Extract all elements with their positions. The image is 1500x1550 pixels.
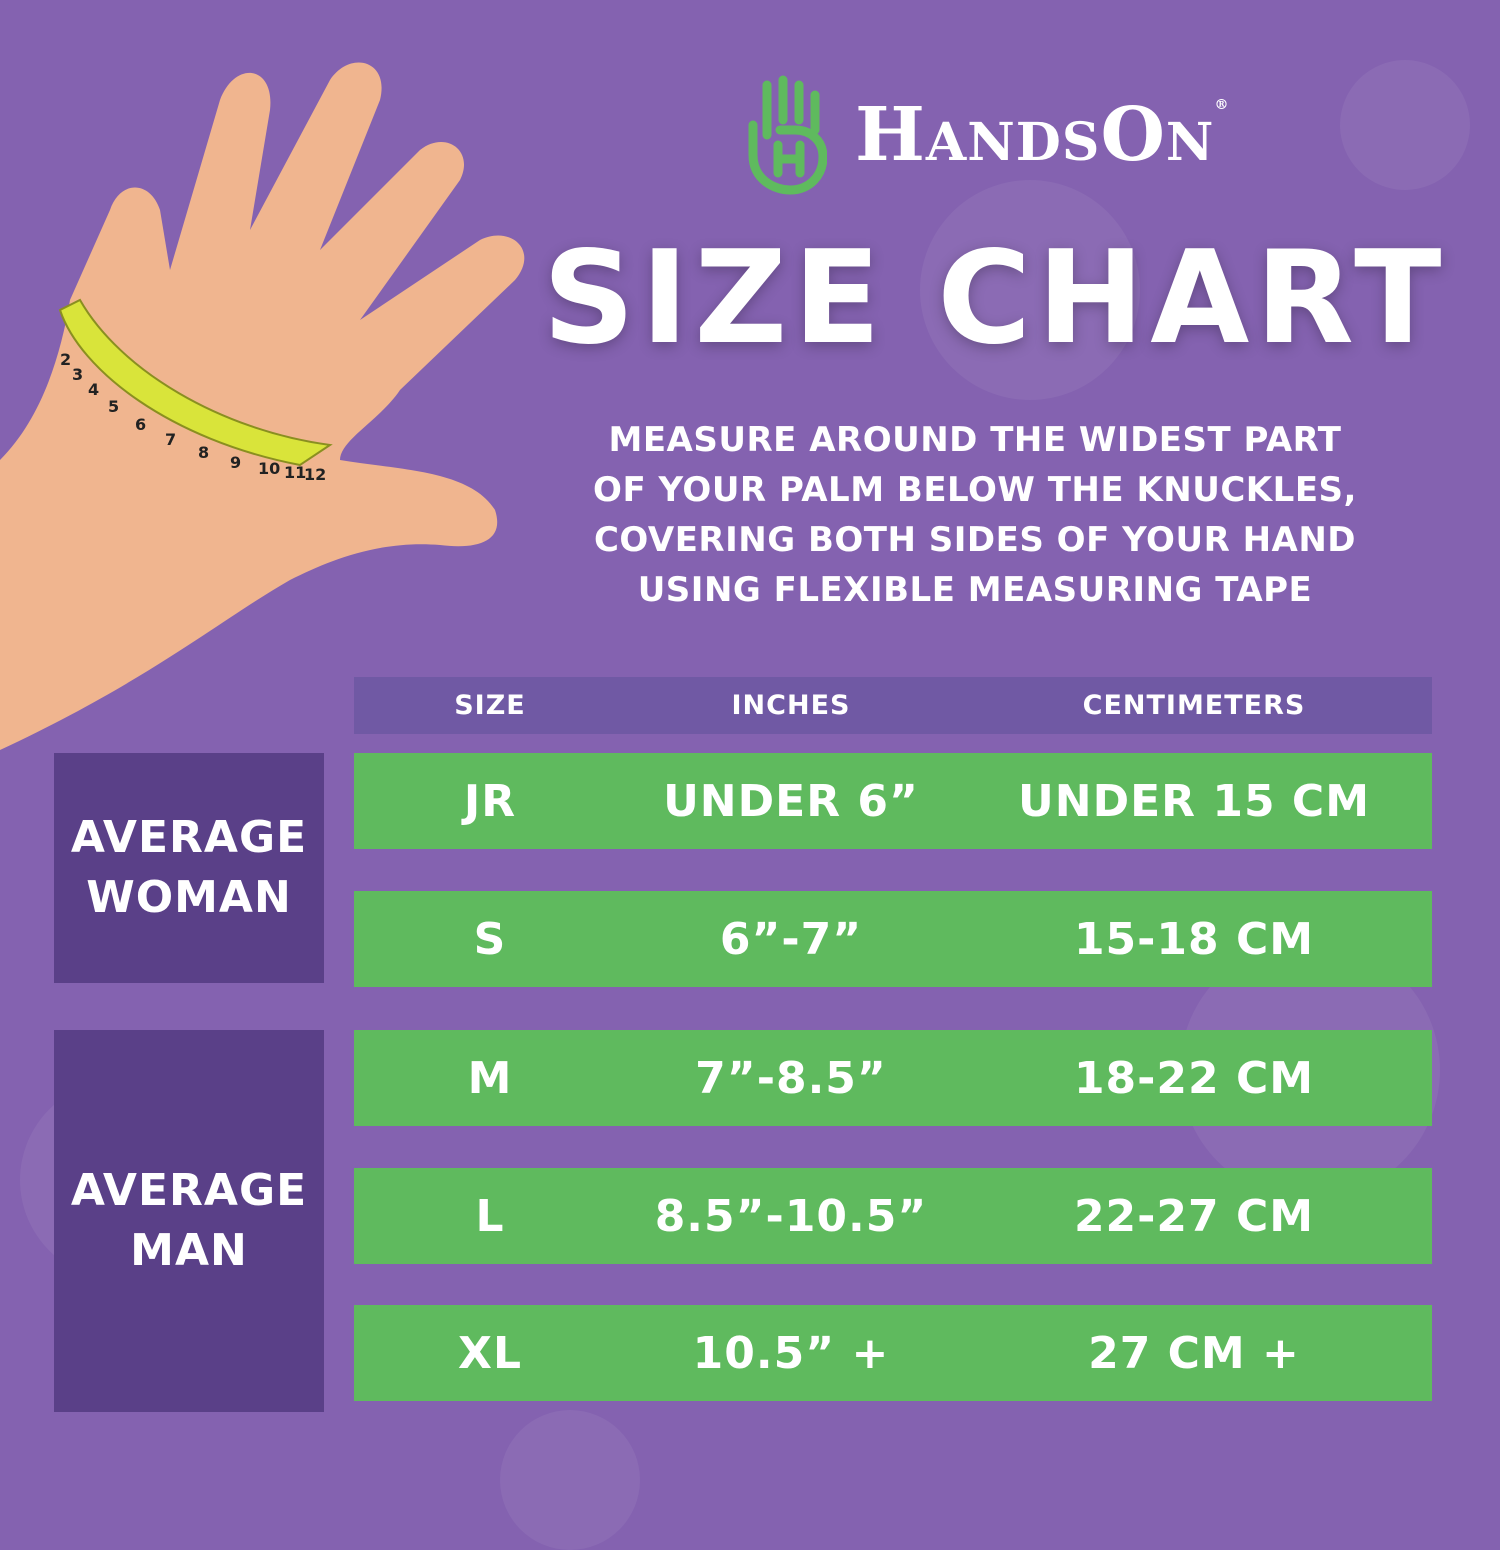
brand-logo: HandsOn® <box>745 75 1229 195</box>
cell-size: JR <box>463 775 517 827</box>
cell-inches: 10.5” + <box>692 1327 890 1379</box>
measuring-instructions: MEASURE AROUND THE WIDEST PART OF YOUR P… <box>560 415 1390 615</box>
tape-number: 11 <box>284 463 306 482</box>
instruction-line: USING FLEXIBLE MEASURING TAPE <box>637 570 1313 610</box>
group-label: AVERAGE <box>70 812 308 863</box>
cell-inches: 6”-7” <box>719 913 863 965</box>
group-label: WOMAN <box>86 872 292 923</box>
table-row: JR UNDER 6” UNDER 15 CM <box>354 753 1432 849</box>
tape-number: 7 <box>165 430 176 449</box>
header-inches: INCHES <box>731 690 851 721</box>
instruction-line: COVERING BOTH SIDES OF YOUR HAND <box>593 520 1357 560</box>
table-row: M 7”-8.5” 18-22 CM <box>354 1030 1432 1126</box>
tape-number: 5 <box>108 397 119 416</box>
instruction-line: OF YOUR PALM BELOW THE KNUCKLES, <box>593 470 1357 510</box>
tape-number: 4 <box>88 380 99 399</box>
cell-inches: 8.5”-10.5” <box>654 1190 928 1242</box>
cell-size: XL <box>458 1327 522 1379</box>
tape-number: 9 <box>230 453 241 472</box>
registered-mark: ® <box>1214 97 1230 113</box>
header-centimeters: CENTIMETERS <box>1082 690 1306 721</box>
bg-bubble <box>1340 60 1470 190</box>
cell-cm: 22-27 CM <box>1073 1190 1315 1242</box>
tape-number: 3 <box>72 365 83 384</box>
cell-cm: UNDER 15 CM <box>1018 775 1370 827</box>
table-row: XL 10.5” + 27 CM + <box>354 1305 1432 1401</box>
page-title: SIZE CHART <box>542 224 1448 373</box>
group-average-man: AVERAGE MAN <box>54 1030 324 1412</box>
cell-cm: 18-22 CM <box>1073 1052 1315 1104</box>
hand-with-measuring-tape-image: 2 3 4 5 6 7 8 9 10 11 12 <box>0 62 525 751</box>
instruction-line: MEASURE AROUND THE WIDEST PART <box>608 420 1342 460</box>
table-header: SIZE INCHES CENTIMETERS <box>354 677 1432 734</box>
cell-size: S <box>473 913 507 965</box>
table-row: S 6”-7” 15-18 CM <box>354 891 1432 987</box>
cell-size: M <box>467 1052 513 1104</box>
group-label: AVERAGE <box>70 1165 308 1216</box>
tape-number: 12 <box>304 465 326 484</box>
header-size: SIZE <box>454 690 526 721</box>
tape-number: 2 <box>60 350 71 369</box>
cell-size: L <box>475 1190 505 1242</box>
bg-bubble <box>920 180 1140 400</box>
tape-numbers: 2 3 4 5 6 7 8 9 10 11 12 <box>60 350 326 484</box>
hand-logo-icon <box>748 75 827 195</box>
tape-number: 8 <box>198 443 209 462</box>
table-row: L 8.5”-10.5” 22-27 CM <box>354 1168 1432 1264</box>
bg-bubble <box>500 1410 640 1550</box>
cell-inches: 7”-8.5” <box>695 1052 887 1104</box>
tape-number: 6 <box>135 415 146 434</box>
brand-name: HandsOn® <box>855 98 1229 172</box>
brand-name-text: HandsOn <box>855 92 1215 178</box>
group-label: MAN <box>130 1225 248 1276</box>
group-average-woman: AVERAGE WOMAN <box>54 753 324 983</box>
tape-number: 10 <box>258 459 280 478</box>
cell-cm: 27 CM + <box>1088 1327 1300 1379</box>
cell-cm: 15-18 CM <box>1073 913 1315 965</box>
cell-inches: UNDER 6” <box>663 775 919 827</box>
